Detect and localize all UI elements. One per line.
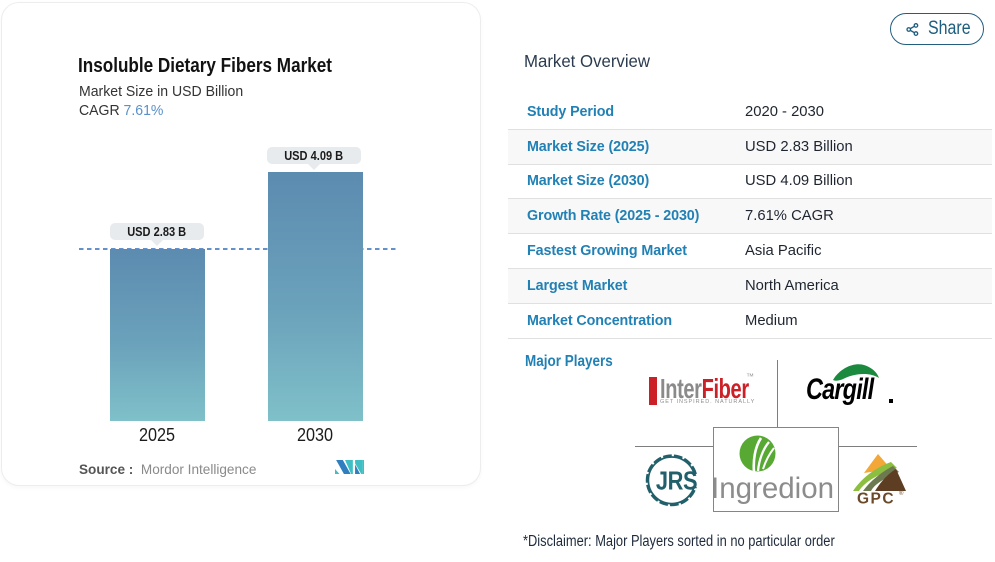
svg-text:GPC: GPC — [857, 491, 895, 505]
svg-text:®: ® — [899, 490, 904, 497]
svg-text:JRS: JRS — [656, 467, 698, 496]
